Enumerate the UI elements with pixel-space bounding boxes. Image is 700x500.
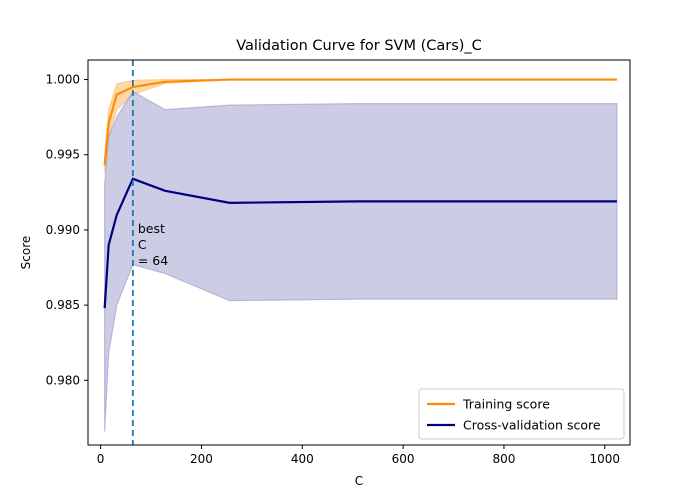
legend: Training score Cross-validation score bbox=[418, 388, 625, 440]
cross-validation-score-line bbox=[103, 177, 617, 309]
y-tick-label: 1.000 bbox=[46, 73, 80, 87]
y-tick-label: 0.995 bbox=[46, 148, 80, 162]
training-score-line bbox=[103, 78, 617, 166]
y-axis-label: Score bbox=[19, 236, 33, 270]
legend-label-cross-validation: Cross-validation score bbox=[463, 418, 601, 433]
best-c-annotation: best C = 64 bbox=[138, 221, 168, 268]
x-tick-label: 400 bbox=[291, 452, 314, 466]
y-tick-label: 0.985 bbox=[46, 298, 80, 312]
annotation-line-value: = 64 bbox=[138, 253, 168, 268]
y-axis-ticks: 0.980 0.985 0.990 0.995 1.000 bbox=[46, 73, 88, 387]
legend-label-training: Training score bbox=[462, 397, 550, 412]
x-tick-label: 200 bbox=[190, 452, 213, 466]
y-tick-label: 0.990 bbox=[46, 223, 80, 237]
y-tick-label: 0.980 bbox=[46, 373, 80, 387]
annotation-line-c: C bbox=[138, 237, 147, 252]
x-axis-ticks: 0 200 400 600 800 1000 bbox=[97, 445, 620, 466]
chart-title: Validation Curve for SVM (Cars)_C bbox=[236, 38, 482, 54]
axes-frame bbox=[87, 59, 631, 446]
x-tick-label: 1000 bbox=[590, 452, 621, 466]
x-tick-label: 600 bbox=[392, 452, 415, 466]
cross-validation-score-band bbox=[104, 90, 618, 432]
x-tick-label: 0 bbox=[97, 452, 105, 466]
legend-box bbox=[418, 388, 625, 440]
x-tick-label: 800 bbox=[493, 452, 516, 466]
lines-layer bbox=[103, 78, 617, 309]
annotation-line-best: best bbox=[138, 221, 165, 236]
x-axis-label: C bbox=[355, 474, 363, 488]
